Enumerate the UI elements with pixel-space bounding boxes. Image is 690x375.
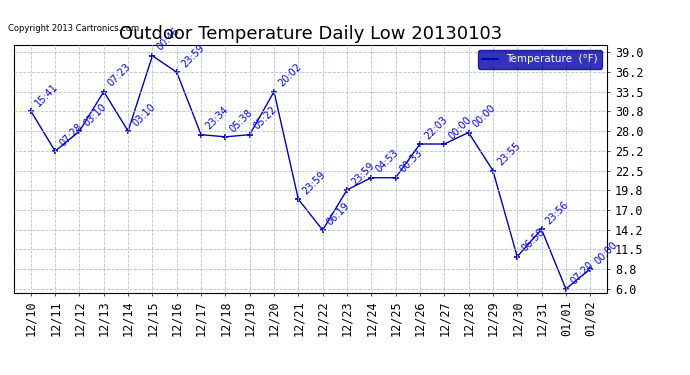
Text: 07:23: 07:23 <box>106 62 133 89</box>
Text: 00:33: 00:33 <box>398 148 425 175</box>
Text: 00:00: 00:00 <box>446 114 473 141</box>
Text: 23:55: 23:55 <box>495 141 522 168</box>
Text: Copyright 2013 Cartronics.com: Copyright 2013 Cartronics.com <box>8 24 139 33</box>
Text: 22:03: 22:03 <box>422 114 449 141</box>
Text: 23:59: 23:59 <box>301 170 328 196</box>
Text: 03:10: 03:10 <box>130 102 157 128</box>
Text: 05:22: 05:22 <box>252 105 279 132</box>
Text: 00:00: 00:00 <box>593 239 620 266</box>
Legend: Temperature  (°F): Temperature (°F) <box>478 50 602 69</box>
Text: 23:34: 23:34 <box>204 105 230 132</box>
Text: 00:00: 00:00 <box>471 103 497 130</box>
Text: 20:02: 20:02 <box>277 62 304 89</box>
Text: 06:19: 06:19 <box>325 201 352 227</box>
Text: 23:59: 23:59 <box>349 160 376 187</box>
Text: 00:46: 00:46 <box>155 26 181 53</box>
Text: 04:53: 04:53 <box>374 148 400 175</box>
Text: 07:20: 07:20 <box>569 259 595 286</box>
Text: 03:10: 03:10 <box>82 102 108 128</box>
Title: Outdoor Temperature Daily Low 20130103: Outdoor Temperature Daily Low 20130103 <box>119 26 502 44</box>
Text: 07:28: 07:28 <box>57 122 84 148</box>
Text: 23:59: 23:59 <box>179 42 206 69</box>
Text: 15:41: 15:41 <box>33 81 60 108</box>
Text: 05:38: 05:38 <box>228 107 255 134</box>
Text: 23:56: 23:56 <box>544 200 571 226</box>
Text: 06:58: 06:58 <box>520 227 546 254</box>
